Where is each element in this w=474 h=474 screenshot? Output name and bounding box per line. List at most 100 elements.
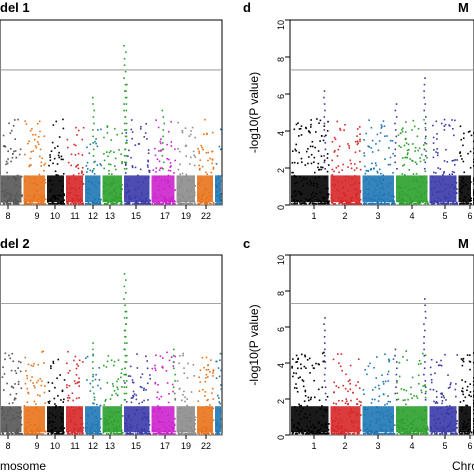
snp-point: [309, 433, 311, 435]
snp-point: [430, 433, 433, 435]
snp-point: [461, 359, 464, 362]
snp-point: [347, 403, 349, 406]
snp-point: [7, 432, 10, 435]
snp-point: [146, 138, 148, 140]
snp-point: [374, 433, 376, 435]
snp-point: [35, 403, 37, 405]
y-tick-label: 0: [276, 435, 286, 440]
snp-point: [406, 156, 409, 159]
peak-point: [123, 298, 125, 300]
snp-point: [194, 156, 197, 158]
snp-point: [291, 161, 294, 164]
snp-point: [297, 358, 299, 360]
snp-point: [51, 202, 54, 204]
snp-point: [181, 131, 184, 134]
peak-point: [162, 161, 165, 164]
snp-point: [296, 361, 299, 363]
peak-point: [92, 129, 94, 131]
snp-point: [177, 432, 180, 434]
snp-point: [77, 381, 80, 384]
snp-point: [173, 423, 176, 426]
snp-point: [444, 123, 447, 126]
snp-point: [109, 150, 112, 152]
snp-point: [172, 365, 175, 367]
snp-point: [168, 392, 170, 395]
snp-point: [305, 432, 308, 434]
snp-point: [205, 368, 208, 371]
snp-point: [443, 125, 446, 127]
peak-point: [92, 116, 95, 118]
snp-point: [63, 194, 65, 197]
snp-point: [51, 432, 54, 435]
snp-point: [436, 154, 439, 157]
snp-point: [130, 119, 133, 121]
snp-point: [51, 203, 54, 205]
snp-point: [408, 169, 411, 171]
snp-point: [206, 399, 208, 402]
snp-point: [62, 127, 65, 130]
snp-point: [54, 147, 56, 149]
snp-point: [464, 432, 467, 435]
peak-point: [125, 90, 127, 92]
peak-point: [423, 348, 425, 351]
snp-point: [461, 433, 463, 435]
snp-point: [338, 432, 341, 435]
snp-point: [107, 355, 110, 357]
snp-point: [353, 433, 356, 435]
snp-cloud: [291, 77, 474, 205]
snp-point: [44, 430, 47, 433]
snp-point: [212, 407, 215, 410]
snp-point: [98, 202, 100, 205]
snp-point: [147, 159, 149, 162]
snp-point: [43, 135, 46, 138]
snp-point: [187, 433, 190, 435]
peak-point: [125, 168, 128, 170]
snp-point: [456, 188, 458, 190]
snp-point: [145, 389, 147, 391]
snp-point: [86, 168, 89, 170]
snp-point: [205, 376, 207, 379]
snp-point: [147, 149, 150, 151]
x-tick-label: 4: [409, 441, 414, 451]
x-tick-label: 15: [131, 211, 141, 221]
snp-point: [109, 163, 112, 166]
snp-point: [412, 173, 415, 175]
snp-point: [93, 396, 96, 399]
snp-point: [418, 382, 420, 385]
snp-point: [466, 433, 469, 435]
snp-point: [293, 372, 295, 374]
snp-point: [211, 159, 214, 161]
snp-point: [168, 359, 171, 362]
snp-point: [57, 395, 59, 397]
snp-point: [115, 392, 117, 395]
snp-band: [362, 175, 394, 203]
snp-point: [89, 143, 92, 146]
snp-point: [167, 203, 170, 205]
snp-point: [125, 432, 127, 435]
peak-point: [395, 399, 398, 401]
snp-point: [455, 202, 458, 205]
snp-point: [193, 201, 196, 204]
snp-point: [114, 127, 116, 130]
peak-point: [124, 148, 126, 151]
snp-point: [440, 202, 442, 205]
snp-point: [449, 383, 452, 386]
snp-point: [309, 398, 312, 401]
snp-point: [300, 161, 303, 164]
peak-point: [323, 161, 326, 164]
snp-point: [372, 168, 375, 170]
snp-point: [89, 390, 92, 392]
snp-point: [326, 157, 329, 159]
snp-point: [120, 376, 122, 379]
snp-point: [436, 402, 439, 404]
snp-point: [66, 202, 69, 205]
snp-point: [104, 398, 107, 401]
snp-band: [429, 175, 457, 203]
snp-point: [181, 130, 184, 132]
snp-point: [293, 387, 296, 389]
snp-point: [102, 431, 105, 434]
peak-point: [163, 122, 166, 125]
peak-point: [123, 103, 125, 105]
snp-point: [345, 373, 347, 376]
snp-point: [82, 361, 84, 363]
